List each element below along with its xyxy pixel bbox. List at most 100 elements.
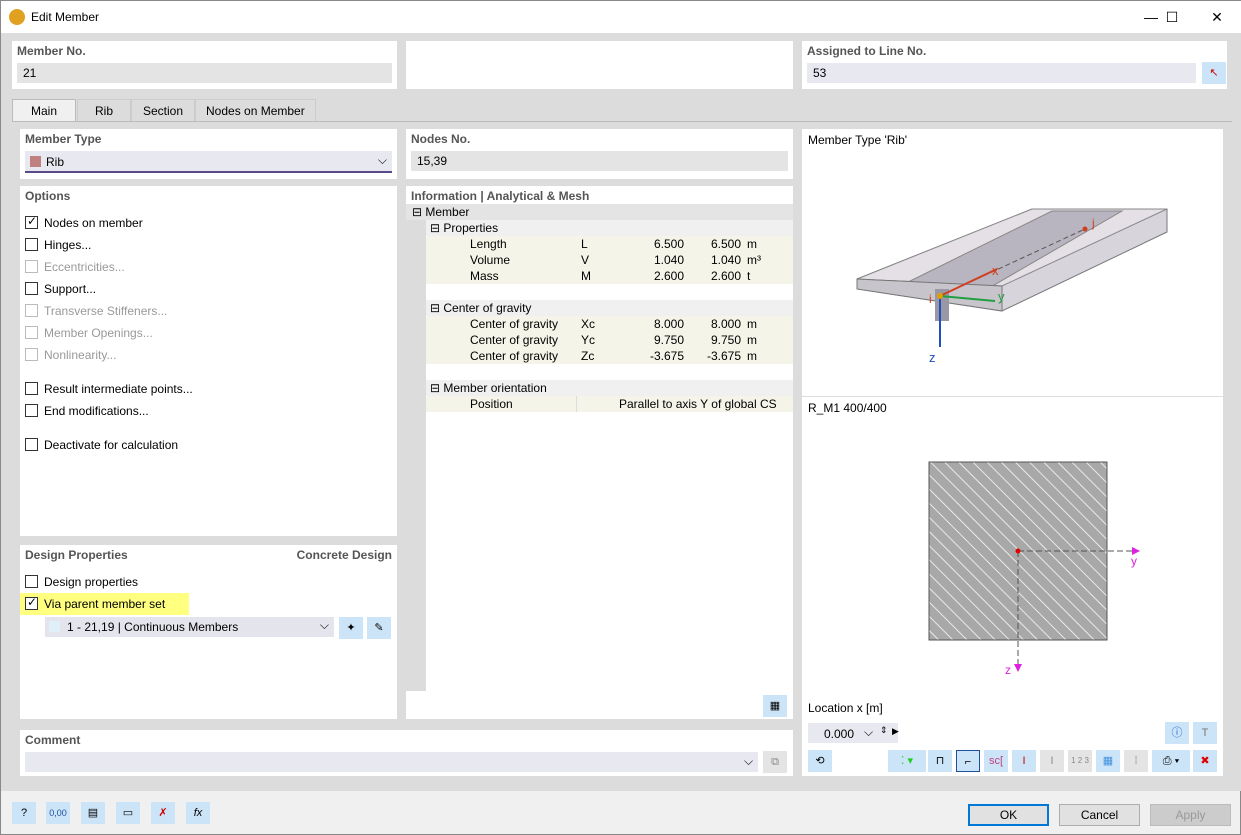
option-checkbox[interactable]: End modifications... <box>20 404 270 422</box>
checkbox-box[interactable] <box>25 260 38 273</box>
info-icon[interactable]: ⓘ <box>1165 722 1189 744</box>
blank-panel <box>406 41 793 89</box>
chevron-down-icon: ⌵ <box>319 618 329 632</box>
tree-group[interactable]: ⊟ Properties <box>426 220 793 236</box>
design-properties-panel: Design Properties Concrete Design Design… <box>20 545 397 719</box>
table-icon[interactable]: ▦ <box>763 695 787 717</box>
option-checkbox: Eccentricities... <box>20 260 270 278</box>
grid-icon[interactable]: ▦ <box>1096 750 1120 772</box>
comment-input[interactable] <box>25 752 758 772</box>
tree-root[interactable]: ⊟ Member <box>406 204 793 220</box>
view-icon[interactable]: ▭ <box>116 802 140 824</box>
option-checkbox[interactable]: ✓ Nodes on member <box>20 214 270 234</box>
checkbox-box[interactable] <box>25 348 38 361</box>
concrete-design-label: Concrete Design <box>296 548 392 562</box>
option-label: Nodes on member <box>44 216 143 230</box>
member-type-select[interactable]: Rib ⌵ <box>25 151 392 173</box>
checkbox-box[interactable] <box>25 382 38 395</box>
pick-line-icon[interactable]: ↖ <box>1202 62 1226 84</box>
tree-group[interactable]: ⊟ Member orientation <box>426 380 793 396</box>
tab-section[interactable]: Section <box>131 99 195 122</box>
list-icon[interactable]: ⁞ <box>1124 750 1148 772</box>
section-view: y z <box>928 461 1140 677</box>
information-panel: Information | Analytical & Mesh ⊟ Member… <box>406 186 793 719</box>
play-icon[interactable]: ▶ <box>892 726 899 736</box>
checkbox-box[interactable] <box>25 304 38 317</box>
checkbox-box[interactable]: ✓ <box>25 214 38 229</box>
checkbox-box[interactable] <box>25 282 38 295</box>
set-color-swatch <box>49 621 60 632</box>
member-set-value: 1 - 21,19 | Continuous Members <box>67 620 239 634</box>
dimension-icon[interactable]: ⊓ <box>928 750 952 772</box>
comment-panel: Comment ⌵ ⧉ <box>20 730 793 776</box>
member-set-select[interactable]: 1 - 21,19 | Continuous Members ⌵ <box>45 617 334 637</box>
view-rotate-icon[interactable]: ⟲ <box>808 750 832 772</box>
preview-panel: Member Type 'Rib' x y z i j R_M1 400/400… <box>802 129 1223 776</box>
option-label: Result intermediate points... <box>44 382 193 396</box>
section-outline-icon[interactable]: I <box>1040 750 1064 772</box>
tab-nodes-on-member[interactable]: Nodes on Member <box>195 99 316 122</box>
location-input[interactable]: 0.000 ⌵ ⇕ ▶ <box>808 723 899 743</box>
member-no-input[interactable]: 21 <box>17 63 392 83</box>
svg-text:j: j <box>1091 216 1095 230</box>
assigned-line-input[interactable]: 53 <box>807 63 1196 83</box>
option-label: Nonlinearity... <box>44 348 117 362</box>
checkbox-box[interactable] <box>25 238 38 251</box>
spinner-icon[interactable]: ⇕ <box>880 725 888 735</box>
nodes-label: Nodes No. <box>411 132 471 146</box>
delete-icon[interactable]: ✗ <box>151 802 175 824</box>
tab-main[interactable]: Main <box>12 99 77 122</box>
nodes-input[interactable]: 15,39 <box>411 151 788 171</box>
copy-icon[interactable]: ⧉ <box>763 751 787 773</box>
svg-text:z: z <box>1005 663 1011 677</box>
display-icon[interactable]: ▤ <box>81 802 105 824</box>
close-button[interactable]: ✕ <box>1211 9 1223 25</box>
chevron-down-icon[interactable]: ⌵ <box>864 725 874 739</box>
options-label: Options <box>25 189 71 203</box>
highlight <box>20 593 189 615</box>
option-label: Deactivate for calculation <box>44 438 179 452</box>
maximize-button[interactable]: ☐ <box>1165 9 1179 25</box>
option-checkbox[interactable]: Support... <box>20 282 270 300</box>
tree-group[interactable]: ⊟ Center of gravity <box>426 300 793 316</box>
formula-icon[interactable]: fx <box>186 802 210 824</box>
chevron-down-icon: ⌵ <box>377 153 387 167</box>
member-no-label: Member No. <box>17 44 86 58</box>
tab-rib[interactable]: Rib <box>77 99 131 122</box>
numbering-icon[interactable]: 1 2 3 <box>1068 750 1092 772</box>
option-label: End modifications... <box>44 404 149 418</box>
option-checkbox: Nonlinearity... <box>20 348 270 366</box>
edit-set-icon[interactable]: ✎ <box>367 617 391 639</box>
ok-button[interactable]: OK <box>968 804 1049 826</box>
checkbox-box[interactable] <box>25 438 38 451</box>
option-checkbox[interactable]: Deactivate for calculation <box>20 438 270 456</box>
option-label: Transverse Stiffeners... <box>44 304 168 318</box>
stress-points-icon[interactable]: I <box>1012 750 1036 772</box>
new-set-icon[interactable]: ✦ <box>339 617 363 639</box>
tree-row: Position Parallel to axis Y of global CS <box>426 396 793 412</box>
section-name: R_M1 400/400 <box>808 401 887 415</box>
help-icon[interactable]: ? <box>12 802 36 824</box>
reset-view-icon[interactable]: ✖ <box>1193 750 1217 772</box>
via-parent-checkbox[interactable]: ✓ Via parent member set <box>25 595 166 611</box>
minimize-button[interactable]: — <box>1144 9 1158 25</box>
option-checkbox[interactable]: Result intermediate points... <box>20 382 270 400</box>
svg-text:y: y <box>1131 554 1137 568</box>
design-properties-checkbox[interactable]: Design properties <box>20 575 220 593</box>
section-t-icon[interactable]: T <box>1193 722 1217 744</box>
axes-icon[interactable]: ⌐ <box>956 750 980 772</box>
shear-center-icon[interactable]: sc[ <box>984 750 1008 772</box>
print-icon[interactable]: ⎙ ▾ <box>1152 750 1190 772</box>
checkbox-box[interactable] <box>25 404 38 417</box>
chevron-down-icon[interactable]: ⌵ <box>744 754 754 768</box>
cancel-button[interactable]: Cancel <box>1059 804 1140 826</box>
option-label: Eccentricities... <box>44 260 125 274</box>
units-icon[interactable]: 0,00 <box>46 802 70 824</box>
tree-row: Center of gravity Zc -3.675 -3.675 m <box>426 348 793 364</box>
apply-button[interactable]: Apply <box>1150 804 1231 826</box>
checkbox-box[interactable] <box>25 326 38 339</box>
option-checkbox[interactable]: Hinges... <box>20 238 270 256</box>
points-dropdown-icon[interactable]: ⁚ ▾ <box>888 750 926 772</box>
option-label: Member Openings... <box>44 326 153 340</box>
svg-text:z: z <box>929 350 936 365</box>
